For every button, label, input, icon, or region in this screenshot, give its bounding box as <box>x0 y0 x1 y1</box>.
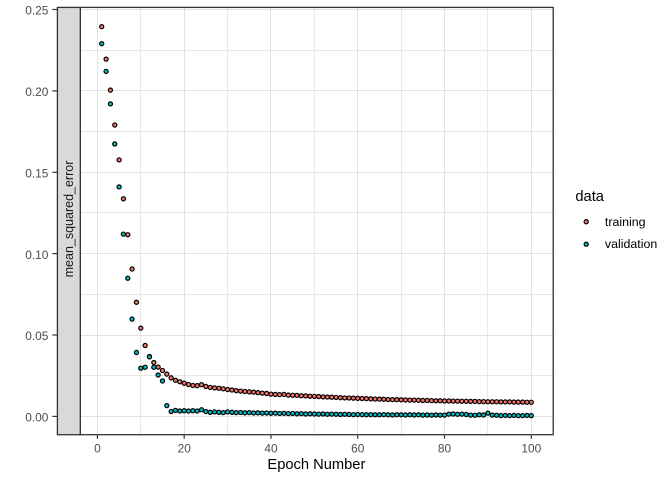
svg-text:validation: validation <box>605 237 657 251</box>
svg-text:0.05: 0.05 <box>25 329 49 343</box>
svg-text:20: 20 <box>178 442 192 456</box>
svg-text:0.25: 0.25 <box>25 4 49 18</box>
svg-text:0.15: 0.15 <box>25 167 49 181</box>
svg-text:80: 80 <box>438 442 452 456</box>
svg-text:mean_squared_error: mean_squared_error <box>62 161 76 278</box>
svg-text:0: 0 <box>94 442 101 456</box>
svg-text:0.10: 0.10 <box>25 248 49 262</box>
svg-text:40: 40 <box>264 442 278 456</box>
svg-text:training: training <box>605 215 646 229</box>
svg-text:60: 60 <box>351 442 365 456</box>
svg-text:100: 100 <box>521 442 541 456</box>
svg-text:Epoch Number: Epoch Number <box>267 457 365 473</box>
svg-text:0.20: 0.20 <box>25 85 49 99</box>
svg-text:0.00: 0.00 <box>25 411 49 425</box>
svg-text:data: data <box>575 189 604 205</box>
